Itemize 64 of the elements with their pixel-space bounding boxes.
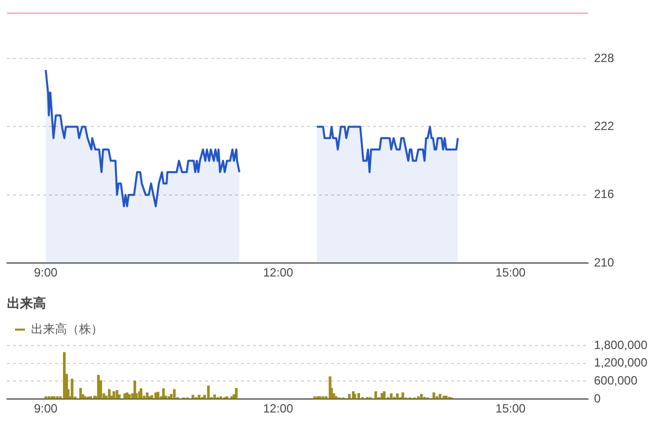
bar bbox=[56, 396, 59, 399]
x-tick-label: 15:00 bbox=[496, 266, 526, 280]
bar bbox=[84, 396, 87, 399]
bar bbox=[444, 396, 448, 399]
bar bbox=[207, 386, 210, 399]
bar bbox=[322, 396, 324, 399]
bar bbox=[438, 394, 442, 399]
bar bbox=[313, 396, 316, 399]
bar bbox=[52, 396, 56, 399]
bar bbox=[192, 394, 194, 399]
bar bbox=[318, 396, 322, 399]
bar bbox=[140, 388, 142, 399]
y-tick-label: 216 bbox=[594, 187, 614, 202]
bar bbox=[116, 390, 118, 399]
bar bbox=[108, 389, 111, 399]
bar bbox=[219, 396, 222, 399]
bar bbox=[374, 391, 378, 399]
bar bbox=[380, 393, 384, 399]
bar bbox=[89, 396, 92, 399]
chart-title: 出来高 bbox=[7, 295, 46, 310]
bar bbox=[62, 352, 66, 399]
bar bbox=[402, 392, 404, 399]
bar bbox=[70, 378, 74, 399]
x-tick-label: 12:00 bbox=[263, 402, 294, 416]
y-tick-label: 1,200,000 bbox=[594, 356, 648, 370]
x-tick-label: 15:00 bbox=[496, 402, 526, 416]
bar bbox=[226, 396, 228, 399]
bar bbox=[396, 393, 399, 399]
bar bbox=[150, 395, 154, 399]
bar bbox=[128, 394, 131, 399]
bar bbox=[162, 388, 165, 399]
bar bbox=[112, 391, 116, 399]
bar bbox=[334, 396, 338, 399]
bar bbox=[44, 396, 48, 399]
bar bbox=[420, 394, 423, 399]
y-tick-label: 600,000 bbox=[594, 374, 638, 388]
bar bbox=[156, 392, 160, 399]
bar bbox=[348, 394, 351, 399]
bar bbox=[382, 391, 386, 399]
bar bbox=[390, 393, 393, 399]
x-tick-label: 12:00 bbox=[263, 266, 294, 280]
bar bbox=[198, 394, 200, 399]
bar bbox=[417, 396, 420, 399]
bar bbox=[50, 396, 54, 399]
y-tick-label: 0 bbox=[594, 391, 601, 406]
bar bbox=[353, 394, 356, 399]
bar bbox=[213, 394, 216, 399]
y-tick-label: 210 bbox=[594, 255, 614, 270]
y-tick-label: 222 bbox=[594, 119, 614, 134]
bar bbox=[173, 389, 176, 399]
bar bbox=[357, 393, 360, 399]
bar bbox=[442, 396, 446, 399]
bar bbox=[432, 392, 436, 399]
legend-label: 出来高（株） bbox=[31, 322, 103, 336]
y-tick-label: 228 bbox=[594, 50, 614, 65]
bar bbox=[234, 388, 238, 399]
bar bbox=[436, 396, 438, 399]
y-tick-label: 1,800,000 bbox=[594, 338, 648, 352]
bar bbox=[148, 396, 151, 399]
bar bbox=[97, 374, 100, 399]
x-tick-label: 9:00 bbox=[34, 402, 58, 416]
bar bbox=[168, 396, 170, 399]
bar bbox=[48, 396, 50, 399]
x-tick-label: 9:00 bbox=[34, 266, 58, 280]
